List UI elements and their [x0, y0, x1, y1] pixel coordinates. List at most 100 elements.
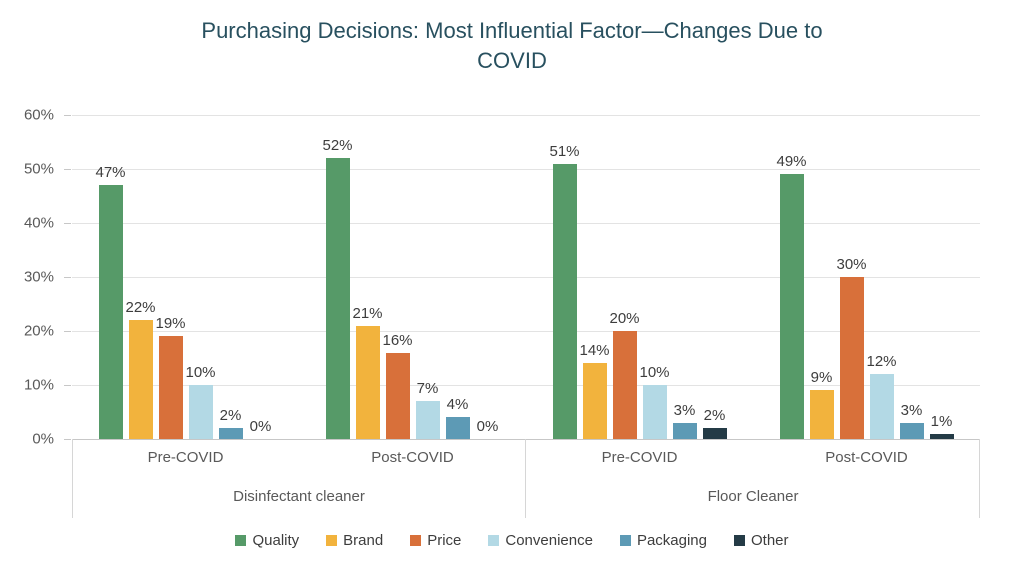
data-label: 2%: [219, 407, 242, 425]
gridline-10: [72, 385, 980, 386]
bar-price: [839, 277, 864, 439]
bar-brand: [128, 320, 153, 439]
y-axis-tick: [64, 439, 71, 440]
product-label: Disinfectant cleaner: [233, 487, 365, 505]
y-axis-tick-label: 20%: [23, 322, 54, 340]
data-label: 10%: [639, 364, 670, 382]
bar-price: [612, 331, 637, 439]
bar-group-3: 51% 14% 20% 10% 3% 2%: [526, 115, 753, 439]
legend-label: Packaging: [636, 532, 707, 549]
bar-group-4: 49% 9% 30% 12% 3% 1%: [753, 115, 980, 439]
chart-title: Purchasing Decisions: Most Influential F…: [0, 16, 1024, 76]
category-divider-left: [72, 439, 73, 518]
y-axis-tick: [64, 331, 71, 332]
period-label-4: Post-COVID: [825, 449, 908, 466]
gridline-40: [72, 223, 980, 224]
bar-price: [158, 336, 183, 439]
legend-swatch-brand: [326, 535, 338, 546]
y-axis-tick-label: 60%: [23, 106, 54, 124]
bar-slot: 9%: [809, 115, 834, 439]
plot-area: 47% 22% 19% 10% 2% 0% 52% 21% 16% 7% 4% 0% 51% 14% 20%…: [64, 115, 980, 440]
legend-label: Price: [427, 532, 462, 549]
bar-slot: 14%: [579, 115, 610, 439]
data-label: 20%: [609, 310, 640, 328]
y-axis-tick-label: 40%: [23, 214, 54, 232]
data-label: 0%: [249, 418, 272, 435]
bar-slot: 0%: [249, 115, 273, 439]
data-label: 49%: [776, 153, 807, 171]
y-axis-tick-label: 30%: [23, 268, 54, 286]
data-label: 52%: [322, 137, 353, 155]
y-axis-tick: [64, 169, 71, 170]
data-label: 1%: [930, 412, 953, 430]
bar-slot: 1%: [929, 115, 954, 439]
gridline-20: [72, 331, 980, 332]
data-label: 19%: [155, 315, 186, 333]
legend-item-brand: Brand: [326, 532, 383, 549]
gridline-50: [72, 169, 980, 170]
bar-slot: 3%: [672, 115, 697, 439]
bar-brand: [582, 363, 607, 439]
gridline-30: [72, 277, 980, 278]
data-label: 2%: [703, 407, 726, 425]
data-label: 12%: [866, 353, 897, 371]
y-axis-tick-label: 10%: [23, 376, 54, 394]
legend-item-packaging: Packaging: [619, 532, 707, 549]
legend-item-other: Other: [734, 532, 789, 549]
period-label-2: Post-COVID: [371, 449, 454, 466]
category-divider-middle: [525, 439, 526, 518]
bar-slot: 51%: [549, 115, 580, 439]
legend-swatch-price: [410, 535, 422, 546]
y-axis-tick: [64, 385, 71, 386]
legend-item-price: Price: [410, 532, 461, 549]
legend-label: Brand: [343, 532, 384, 549]
data-label: 0%: [476, 418, 499, 435]
bar-packaging: [445, 417, 470, 439]
y-axis-tick: [64, 115, 71, 116]
bar-convenience: [188, 385, 213, 439]
bar-convenience: [869, 374, 894, 439]
bar-convenience: [642, 385, 667, 439]
data-label: 10%: [185, 364, 216, 382]
legend-swatch-quality: [235, 535, 247, 546]
data-label: 21%: [352, 304, 383, 322]
bar-slot: 30%: [836, 115, 867, 439]
data-label: 30%: [836, 256, 867, 273]
legend-swatch-convenience: [488, 535, 500, 546]
bar-slot: 2%: [218, 115, 243, 439]
period-label-1: Pre-COVID: [147, 449, 224, 466]
category-axis: Pre-COVID Post-COVID Pre-COVID Post-COVID D…: [72, 439, 980, 518]
period-label-3: Pre-COVID: [601, 449, 678, 466]
legend-swatch-other: [734, 535, 745, 546]
bar-quality: [325, 158, 350, 439]
bar-slot: 3%: [899, 115, 924, 439]
legend-item-convenience: Convenience: [488, 532, 593, 549]
bar-slot: 22%: [125, 115, 156, 439]
chart-title-line-1: Purchasing Decisions: Most Influential F…: [201, 18, 823, 43]
bar-slot: 4%: [445, 115, 470, 439]
chart-title-line-2: COVID: [477, 48, 547, 73]
bar-packaging: [899, 422, 924, 439]
bar-slot: 10%: [185, 115, 216, 439]
data-label: 51%: [549, 142, 580, 160]
bar-slot: 2%: [702, 115, 727, 439]
bar-packaging: [672, 422, 697, 439]
bar-slot: 47%: [95, 115, 126, 439]
data-label: 14%: [579, 342, 610, 360]
bar-quality: [779, 174, 804, 439]
gridline-60: [72, 115, 980, 116]
bar-slot: 10%: [639, 115, 670, 439]
data-label: 47%: [95, 164, 126, 182]
bar-other: [702, 428, 727, 439]
bar-slot: 16%: [382, 115, 413, 439]
bar-slot: 12%: [866, 115, 897, 439]
bar-group-2: 52% 21% 16% 7% 4% 0%: [299, 115, 526, 439]
data-label: 22%: [125, 299, 156, 317]
legend-label: Quality: [252, 532, 300, 549]
y-axis-tick-label: 50%: [23, 160, 54, 178]
bar-packaging: [218, 428, 243, 439]
data-label: 3%: [673, 401, 696, 419]
bar-slot: 49%: [776, 115, 807, 439]
y-axis-tick-label: 0%: [32, 430, 54, 448]
